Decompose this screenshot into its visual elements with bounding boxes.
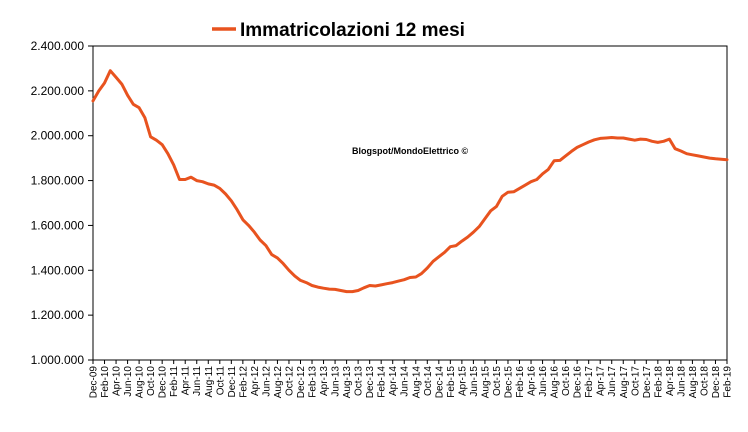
x-tick-label: Feb-16 bbox=[515, 366, 526, 398]
x-tick-label: Aug-11 bbox=[204, 366, 215, 398]
x-tick-label: Apr-16 bbox=[527, 366, 538, 396]
x-tick-label: Feb-13 bbox=[308, 366, 319, 398]
x-tick-label: Apr-13 bbox=[319, 366, 330, 396]
series-group bbox=[91, 69, 729, 294]
x-tick-label: Dec-17 bbox=[642, 366, 653, 399]
x-tick-label: Jun-16 bbox=[538, 366, 549, 397]
y-tick-label: 1.400.000 bbox=[31, 263, 85, 277]
y-tick-label: 2.000.000 bbox=[31, 129, 85, 143]
x-tick-label: Apr-11 bbox=[181, 366, 192, 396]
x-tick-label: Oct-12 bbox=[284, 366, 295, 396]
y-tick-label: 1.000.000 bbox=[31, 353, 85, 367]
y-axis: 1.000.000 1.200.000 1.400.000 1.600.000 1.80… bbox=[31, 39, 93, 367]
x-axis: Dec-09 Feb-10 Apr-10 Jun-10 Aug-10 Oct-10 Dec-… bbox=[89, 360, 734, 398]
x-tick-label: Dec-09 bbox=[89, 366, 100, 399]
x-tick-label: Jun-15 bbox=[469, 366, 480, 397]
x-tick-label: Apr-12 bbox=[250, 366, 261, 396]
x-tick-label: Apr-15 bbox=[457, 366, 468, 396]
x-tick-label: Oct-16 bbox=[561, 366, 572, 396]
x-tick-label: Dec-12 bbox=[296, 366, 307, 399]
x-tick-label: Oct-17 bbox=[630, 366, 641, 396]
x-tick-label: Aug-15 bbox=[480, 366, 491, 399]
x-tick-label: Dec-14 bbox=[434, 366, 445, 399]
x-tick-label: Oct-13 bbox=[354, 366, 365, 396]
legend: Immatricolazioni 12 mesi bbox=[212, 20, 465, 41]
x-tick-label: Dec-15 bbox=[503, 366, 514, 399]
x-tick-label: Dec-13 bbox=[365, 366, 376, 399]
x-tick-label: Apr-14 bbox=[388, 366, 399, 396]
x-tick-label: Jun-13 bbox=[331, 366, 342, 397]
x-tick-label: Aug-10 bbox=[135, 366, 146, 399]
x-tick-label: Feb-19 bbox=[723, 366, 734, 398]
x-tick-label: Feb-15 bbox=[446, 366, 457, 398]
x-tick-label: Feb-14 bbox=[377, 366, 388, 398]
x-tick-label: Jun-18 bbox=[676, 366, 687, 397]
x-tick-label: Feb-18 bbox=[653, 366, 664, 398]
x-tick-label: Dec-16 bbox=[573, 366, 584, 399]
x-tick-label: Dec-11 bbox=[227, 366, 238, 398]
x-tick-label: Apr-17 bbox=[596, 366, 607, 396]
x-tick-label: Aug-12 bbox=[273, 366, 284, 399]
legend-label: Immatricolazioni 12 mesi bbox=[240, 20, 465, 41]
x-tick-label: Apr-18 bbox=[665, 366, 676, 396]
y-tick-label: 1.600.000 bbox=[31, 218, 85, 232]
x-tick-label: Feb-10 bbox=[100, 366, 111, 398]
x-tick-label: Aug-13 bbox=[342, 366, 353, 399]
chart-annotation: Blogspot/MondoElettrico © bbox=[352, 146, 468, 156]
x-tick-label: Jun-17 bbox=[607, 366, 618, 397]
x-tick-label: Dec-18 bbox=[711, 366, 722, 399]
x-tick-label: Oct-14 bbox=[423, 366, 434, 396]
series-line-immatricolazioni bbox=[91, 69, 729, 294]
x-tick-label: Oct-11 bbox=[215, 366, 226, 396]
x-tick-label: Feb-12 bbox=[238, 366, 249, 398]
y-tick-label: 2.400.000 bbox=[31, 39, 85, 53]
y-tick-label: 2.200.000 bbox=[31, 84, 85, 98]
x-tick-label: Feb-17 bbox=[584, 366, 595, 398]
x-tick-label: Aug-14 bbox=[411, 366, 422, 399]
x-tick-label: Jun-10 bbox=[123, 366, 134, 397]
x-tick-label: Aug-18 bbox=[688, 366, 699, 399]
x-tick-label: Oct-18 bbox=[699, 366, 710, 396]
x-tick-label: Oct-15 bbox=[492, 366, 503, 396]
x-tick-label: Apr-10 bbox=[112, 366, 123, 396]
x-tick-label: Dec-10 bbox=[158, 366, 169, 399]
x-tick-label: Aug-17 bbox=[619, 366, 630, 399]
x-tick-label: Aug-16 bbox=[550, 366, 561, 399]
plot-area bbox=[92, 45, 728, 361]
x-tick-label: Jun-14 bbox=[400, 366, 411, 397]
x-tick-label: Feb-11 bbox=[169, 366, 180, 397]
x-tick-label: Jun-12 bbox=[261, 366, 272, 397]
x-tick-label: Oct-10 bbox=[146, 366, 157, 396]
y-tick-label: 1.800.000 bbox=[31, 174, 85, 188]
x-tick-label: Jun-11 bbox=[192, 366, 203, 396]
y-tick-label: 1.200.000 bbox=[31, 308, 85, 322]
